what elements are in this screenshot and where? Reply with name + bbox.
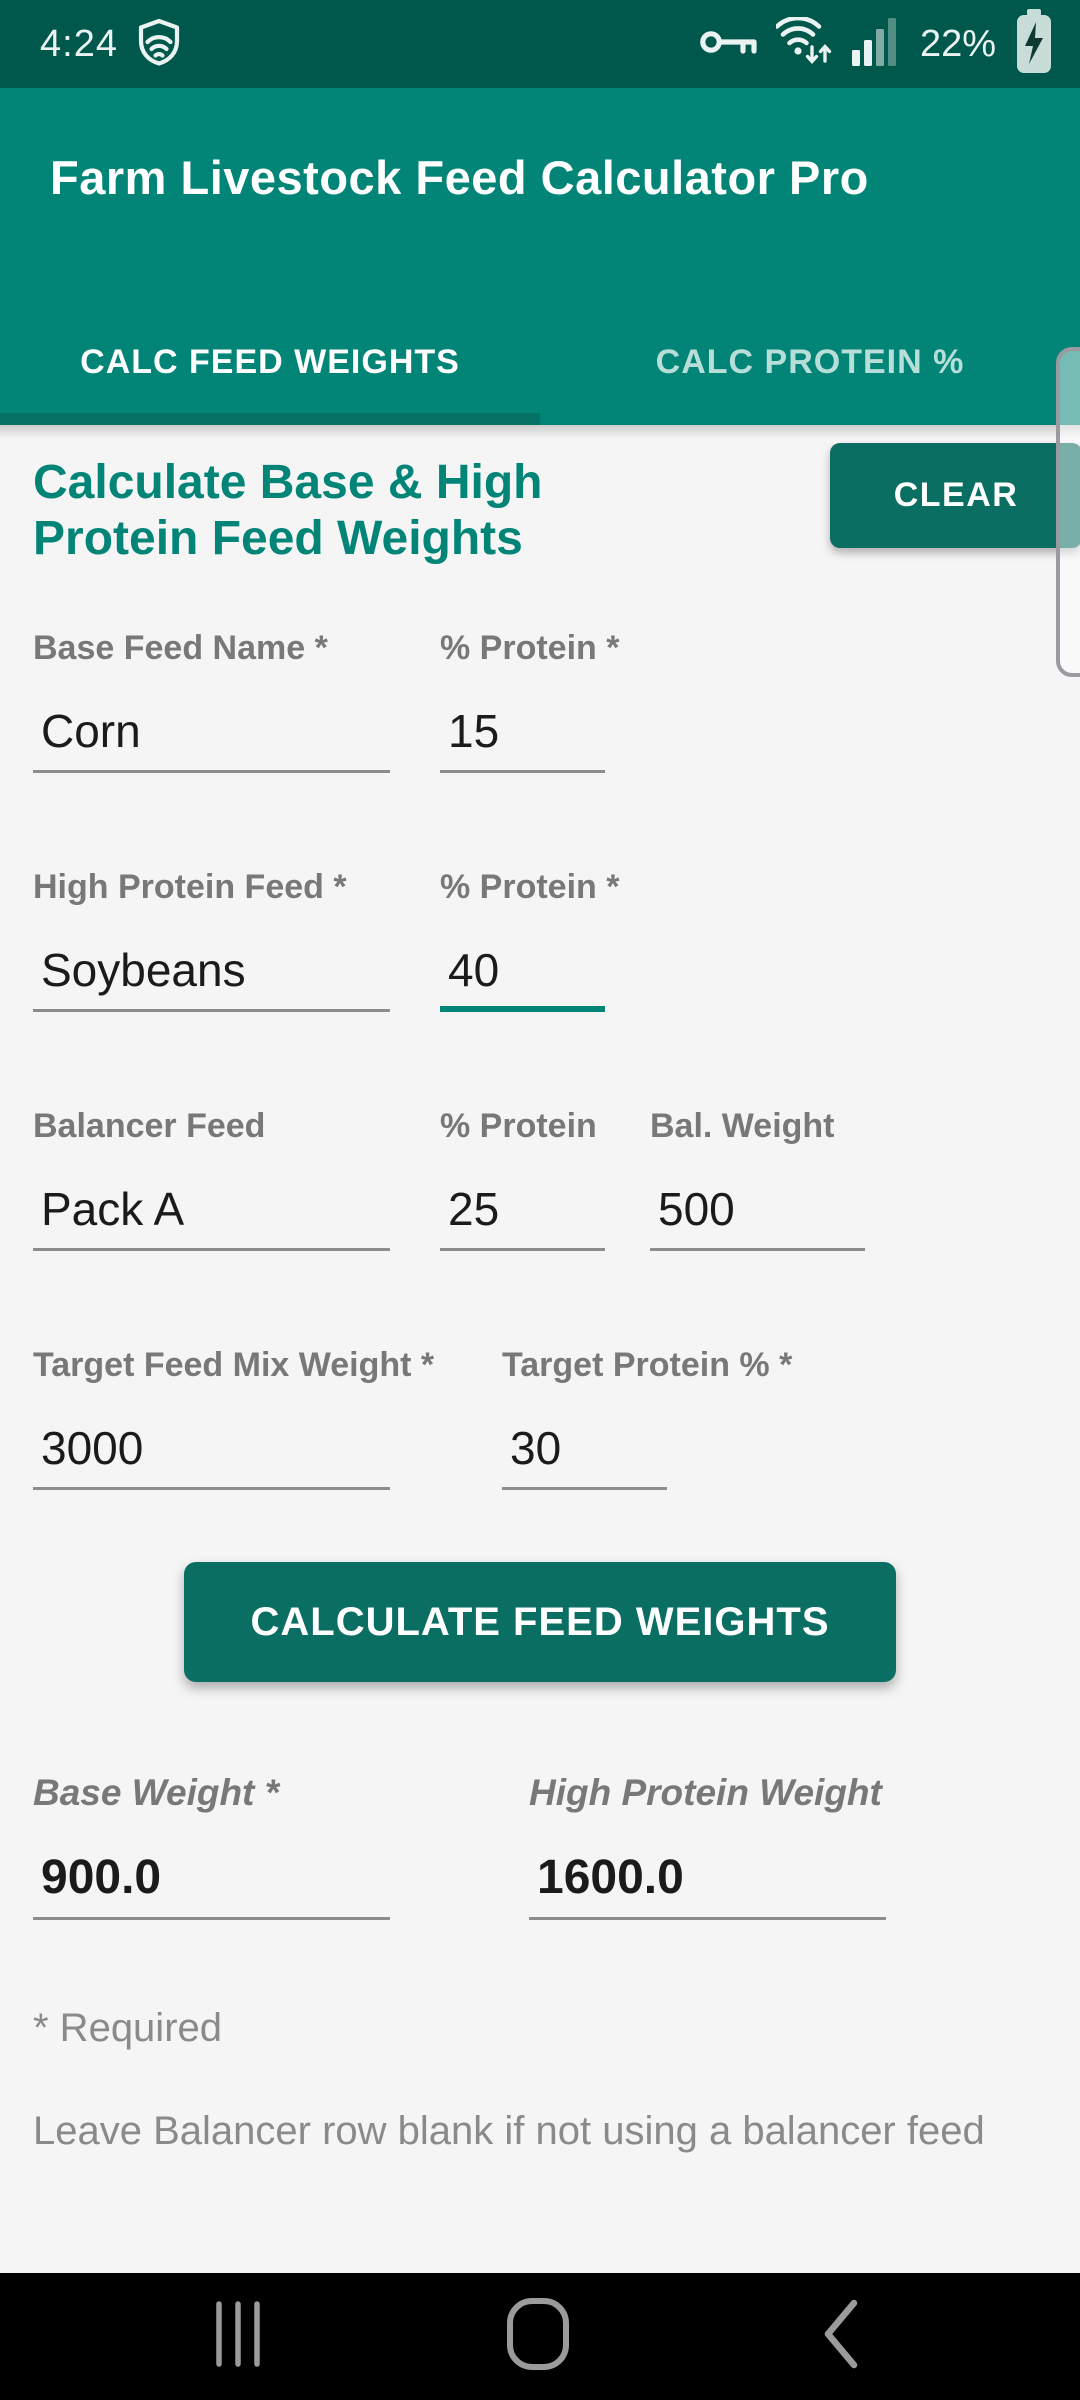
- target-weight-field: Target Feed Mix Weight *: [33, 1346, 435, 1491]
- base-feed-name-label: Base Feed Name *: [33, 629, 328, 668]
- active-tab-indicator: [0, 413, 540, 425]
- balancer-weight-input[interactable]: [650, 1182, 865, 1252]
- high-protein-weight-result-input[interactable]: [529, 1850, 886, 1921]
- required-note: * Required: [33, 2006, 223, 2051]
- secure-wifi-shield-icon: [136, 17, 182, 72]
- balancer-weight-label: Bal. Weight: [650, 1107, 835, 1146]
- high-protein-pct-input[interactable]: [440, 943, 605, 1013]
- app-bar: Farm Livestock Feed Calculator Pro CALC …: [0, 88, 1080, 425]
- vpn-key-icon: [700, 24, 758, 65]
- clear-button[interactable]: CLEAR: [830, 443, 1080, 548]
- battery-charging-icon: [1014, 8, 1054, 80]
- balancer-protein-field: % Protein: [440, 1107, 605, 1252]
- high-protein-feed-row: High Protein Feed * % Protein *: [33, 868, 1047, 1013]
- balancer-feed-field: Balancer Feed: [33, 1107, 390, 1252]
- home-icon: [506, 2297, 570, 2376]
- high-protein-pct-field: % Protein *: [440, 868, 620, 1013]
- home-button[interactable]: [478, 2273, 598, 2400]
- target-protein-label: Target Protein % *: [502, 1346, 793, 1385]
- high-protein-feed-input[interactable]: [33, 943, 390, 1013]
- target-weight-input[interactable]: [33, 1421, 390, 1491]
- high-protein-pct-label: % Protein *: [440, 868, 620, 907]
- recents-button[interactable]: [178, 2273, 298, 2400]
- balancer-weight-field: Bal. Weight: [650, 1107, 865, 1252]
- balancer-protein-input[interactable]: [440, 1182, 605, 1252]
- tab-calc-protein-pct[interactable]: CALC PROTEIN %: [655, 343, 965, 381]
- base-weight-result-input[interactable]: [33, 1850, 390, 1921]
- wifi-arrows-icon: [774, 15, 834, 72]
- high-protein-feed-label: High Protein Feed *: [33, 868, 347, 907]
- app-title: Farm Livestock Feed Calculator Pro: [50, 151, 869, 204]
- calculate-feed-weights-button[interactable]: CALCULATE FEED WEIGHTS: [184, 1562, 896, 1683]
- battery-percent: 22%: [919, 22, 996, 65]
- balancer-row: Balancer Feed % Protein Bal. Weight: [33, 1107, 1047, 1252]
- navigation-bar: [0, 2273, 1080, 2400]
- target-row: Target Feed Mix Weight * Target Protein …: [33, 1346, 1047, 1491]
- base-feed-row: Base Feed Name * % Protein *: [33, 629, 1047, 774]
- base-weight-result-field: Base Weight *: [33, 1772, 390, 1921]
- target-weight-label: Target Feed Mix Weight *: [33, 1346, 435, 1385]
- tab-bar: CALC FEED WEIGHTS CALC PROTEIN %: [0, 300, 1080, 425]
- base-feed-name-field: Base Feed Name *: [33, 629, 390, 774]
- back-button[interactable]: [780, 2273, 900, 2400]
- results-row: Base Weight * High Protein Weight: [33, 1772, 1047, 1921]
- clock: 4:24: [40, 22, 118, 65]
- back-icon: [819, 2297, 861, 2376]
- status-bar: 4:24: [0, 0, 1080, 88]
- signal-bars-icon: [851, 17, 900, 71]
- recents-icon: [213, 2301, 263, 2372]
- form-content: Calculate Base & High Protein Feed Weigh…: [0, 425, 1080, 2273]
- balancer-feed-input[interactable]: [33, 1182, 390, 1252]
- page-title: Calculate Base & High Protein Feed Weigh…: [33, 456, 543, 566]
- high-protein-weight-result-label: High Protein Weight: [529, 1772, 882, 1814]
- balancer-note: Leave Balancer row blank if not using a …: [33, 2109, 985, 2154]
- scrollbar-thumb[interactable]: [1056, 347, 1080, 677]
- high-protein-weight-result-field: High Protein Weight: [529, 1772, 886, 1921]
- high-protein-feed-field: High Protein Feed *: [33, 868, 390, 1013]
- balancer-protein-label: % Protein: [440, 1107, 597, 1146]
- base-protein-input[interactable]: [440, 704, 605, 774]
- base-feed-name-input[interactable]: [33, 704, 390, 774]
- target-protein-field: Target Protein % *: [502, 1346, 793, 1491]
- target-protein-input[interactable]: [502, 1421, 667, 1491]
- base-weight-result-label: Base Weight *: [33, 1772, 280, 1814]
- tab-calc-feed-weights[interactable]: CALC FEED WEIGHTS: [80, 343, 460, 381]
- base-protein-label: % Protein *: [440, 629, 620, 668]
- balancer-feed-label: Balancer Feed: [33, 1107, 266, 1146]
- base-protein-field: % Protein *: [440, 629, 620, 774]
